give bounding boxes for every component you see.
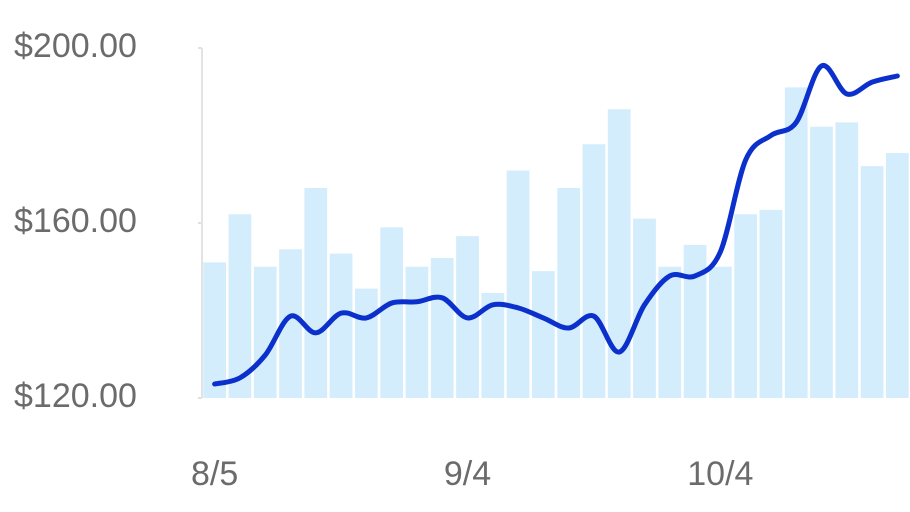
- bar: [329, 253, 353, 398]
- bar: [253, 266, 277, 398]
- bar: [885, 153, 909, 398]
- bar: [607, 109, 631, 398]
- bar: [380, 227, 404, 398]
- bar: [835, 122, 859, 398]
- y-tick-label: $160.00: [14, 202, 137, 240]
- bar: [405, 266, 429, 398]
- bar: [203, 262, 227, 398]
- bar: [506, 170, 530, 398]
- x-tick-label: 10/4: [687, 455, 753, 493]
- y-tick-label: $200.00: [14, 27, 137, 65]
- price-line: [212, 63, 900, 387]
- bar: [430, 258, 454, 398]
- bar: [304, 188, 328, 398]
- bar: [759, 209, 783, 398]
- bar: [582, 144, 606, 398]
- bar: [860, 166, 884, 398]
- bar: [658, 266, 682, 398]
- bar: [228, 214, 252, 398]
- bar: [734, 214, 758, 398]
- bar: [531, 271, 555, 398]
- bar: [354, 288, 378, 398]
- bar: [683, 244, 707, 398]
- bar: [279, 249, 302, 398]
- x-tick-label: 9/4: [444, 455, 491, 493]
- bar: [708, 266, 732, 398]
- x-tick-label: 8/5: [191, 455, 238, 493]
- bar: [810, 126, 833, 398]
- y-tick-label: $120.00: [14, 377, 137, 415]
- bar: [557, 188, 581, 398]
- bar: [481, 293, 505, 398]
- bar: [784, 87, 808, 398]
